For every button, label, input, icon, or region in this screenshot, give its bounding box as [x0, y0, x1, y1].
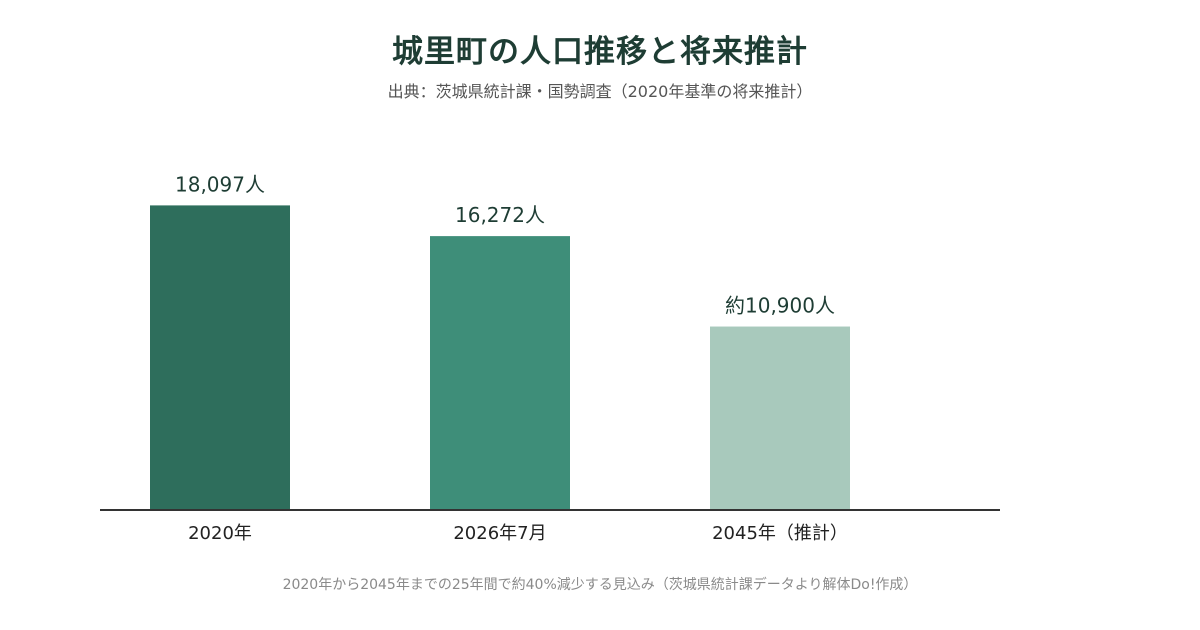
bar-2 [430, 236, 570, 510]
chart-title: 城里町の人口推移と将来推計 [392, 34, 808, 70]
bars-layer [150, 205, 850, 510]
data-label-1: 18,097人 [175, 172, 265, 196]
x-tick-label-2: 2026年7月 [453, 523, 546, 544]
data-label-2: 16,272人 [455, 203, 545, 227]
x-tick-labels-layer: 2020年 2026年7月 2045年（推計） [188, 523, 848, 544]
x-tick-label-1: 2020年 [188, 523, 252, 544]
bar-1 [150, 205, 290, 510]
data-label-3: 約10,900人 [725, 294, 835, 318]
chart-footnote: 2020年から2045年までの25年間で約40%減少する見込み（茨城県統計課デー… [282, 577, 918, 593]
chart-subtitle: 出典：茨城県統計課・国勢調査（2020年基準の将来推計） [387, 82, 813, 101]
bar-3 [710, 326, 850, 510]
x-tick-label-3: 2045年（推計） [712, 523, 848, 544]
